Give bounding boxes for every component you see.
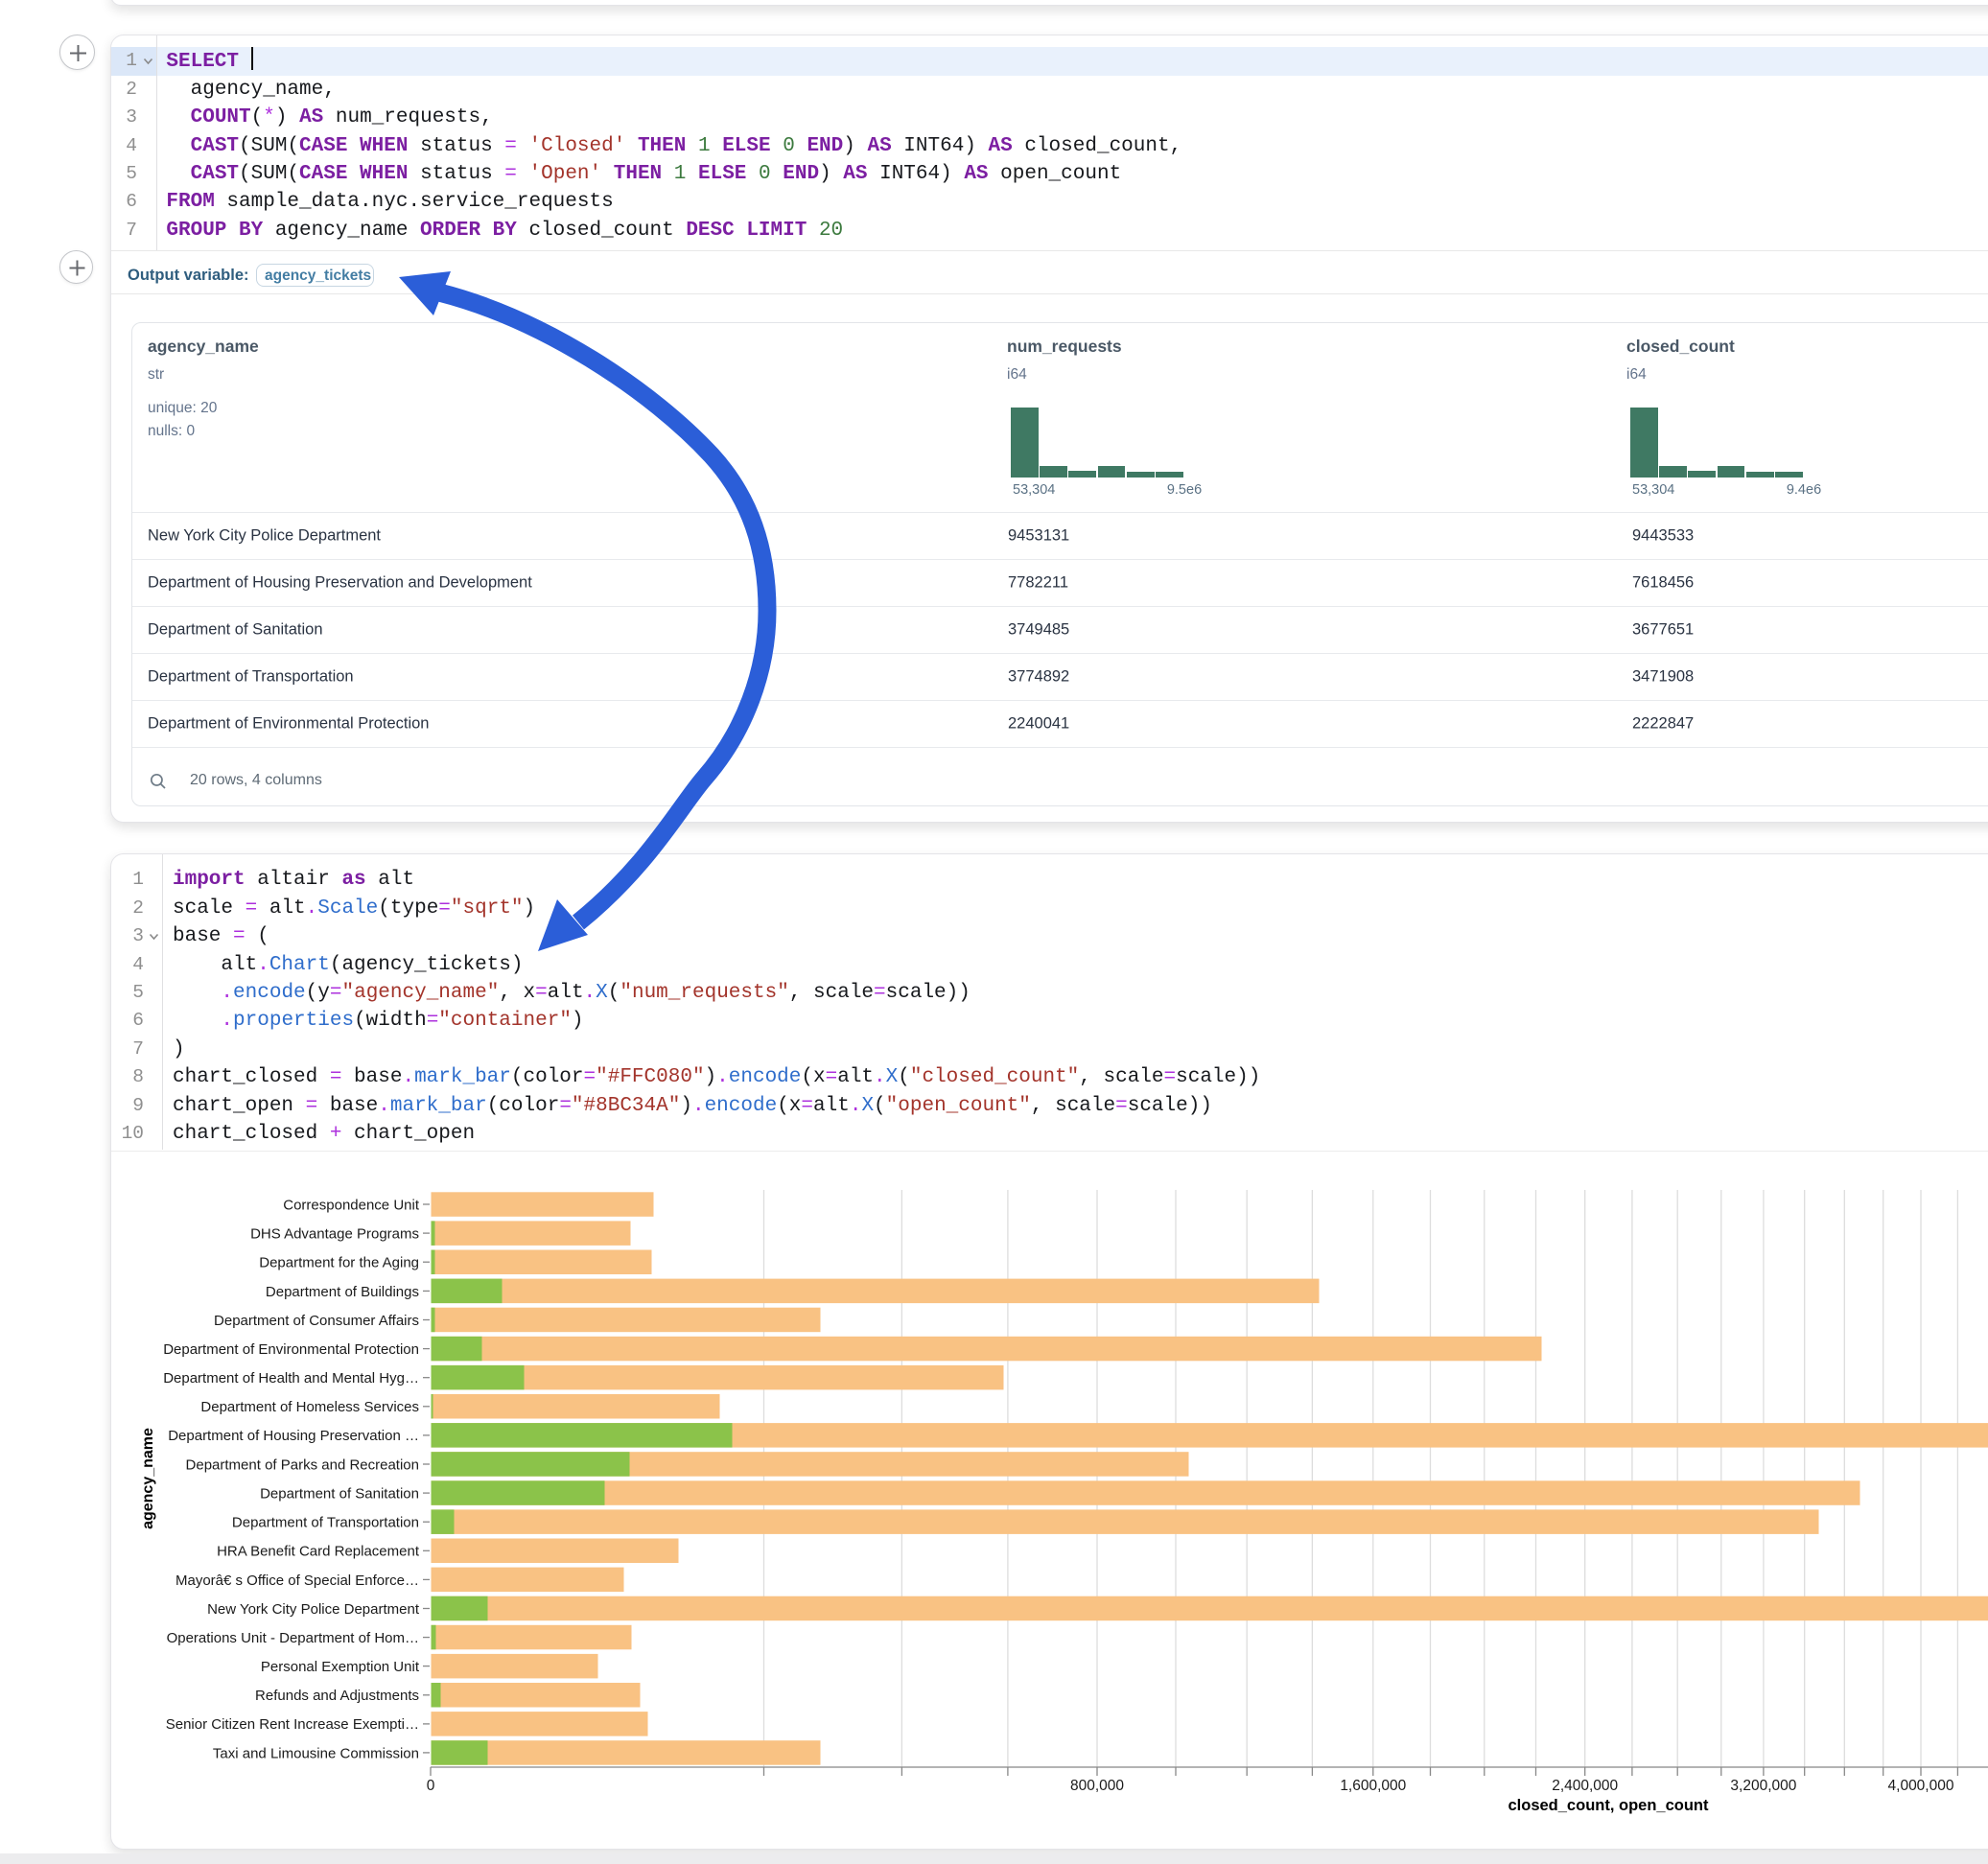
- svg-text:1,600,000: 1,600,000: [1340, 1778, 1406, 1794]
- svg-text:Department of Sanitation: Department of Sanitation: [260, 1485, 419, 1502]
- svg-text:Personal Exemption Unit: Personal Exemption Unit: [261, 1659, 420, 1675]
- svg-text:Taxi and Limousine Commission: Taxi and Limousine Commission: [213, 1745, 419, 1761]
- svg-text:DHS Advantage Programs: DHS Advantage Programs: [250, 1226, 419, 1243]
- svg-text:closed_count, open_count: closed_count, open_count: [1508, 1797, 1709, 1814]
- svg-text:800,000: 800,000: [1070, 1778, 1124, 1794]
- svg-text:0: 0: [427, 1778, 435, 1794]
- svg-text:Department of Housing Preserva: Department of Housing Preservation …: [168, 1428, 419, 1444]
- svg-text:Department for the Aging: Department for the Aging: [259, 1255, 419, 1271]
- svg-text:Department of Parks and Recrea: Department of Parks and Recreation: [186, 1456, 419, 1473]
- svg-text:Senior Citizen Rent Increase E: Senior Citizen Rent Increase Exempti…: [166, 1716, 419, 1733]
- svg-text:Department of Buildings: Department of Buildings: [266, 1284, 419, 1300]
- svg-text:Department of Homeless Service: Department of Homeless Services: [200, 1399, 419, 1415]
- svg-text:Department of Health and Menta: Department of Health and Mental Hyg…: [163, 1370, 419, 1386]
- svg-text:Department of Transportation: Department of Transportation: [232, 1515, 419, 1531]
- svg-text:Mayorâ€ s Office of Special En: Mayorâ€ s Office of Special Enforce…: [175, 1573, 419, 1589]
- svg-text:HRA Benefit Card Replacement: HRA Benefit Card Replacement: [217, 1544, 420, 1560]
- svg-text:Refunds and Adjustments: Refunds and Adjustments: [255, 1688, 419, 1704]
- svg-text:Operations Unit - Department o: Operations Unit - Department of Hom…: [167, 1630, 419, 1646]
- svg-text:2,400,000: 2,400,000: [1552, 1778, 1618, 1794]
- svg-text:Department of Environmental Pr: Department of Environmental Protection: [163, 1341, 419, 1358]
- svg-text:3,200,000: 3,200,000: [1730, 1778, 1796, 1794]
- svg-text:New York City Police Departmen: New York City Police Department: [207, 1601, 420, 1618]
- svg-text:Correspondence Unit: Correspondence Unit: [283, 1197, 420, 1213]
- svg-text:agency_name: agency_name: [140, 1428, 156, 1529]
- svg-text:4,000,000: 4,000,000: [1888, 1778, 1954, 1794]
- svg-text:Department of Consumer Affairs: Department of Consumer Affairs: [214, 1313, 419, 1329]
